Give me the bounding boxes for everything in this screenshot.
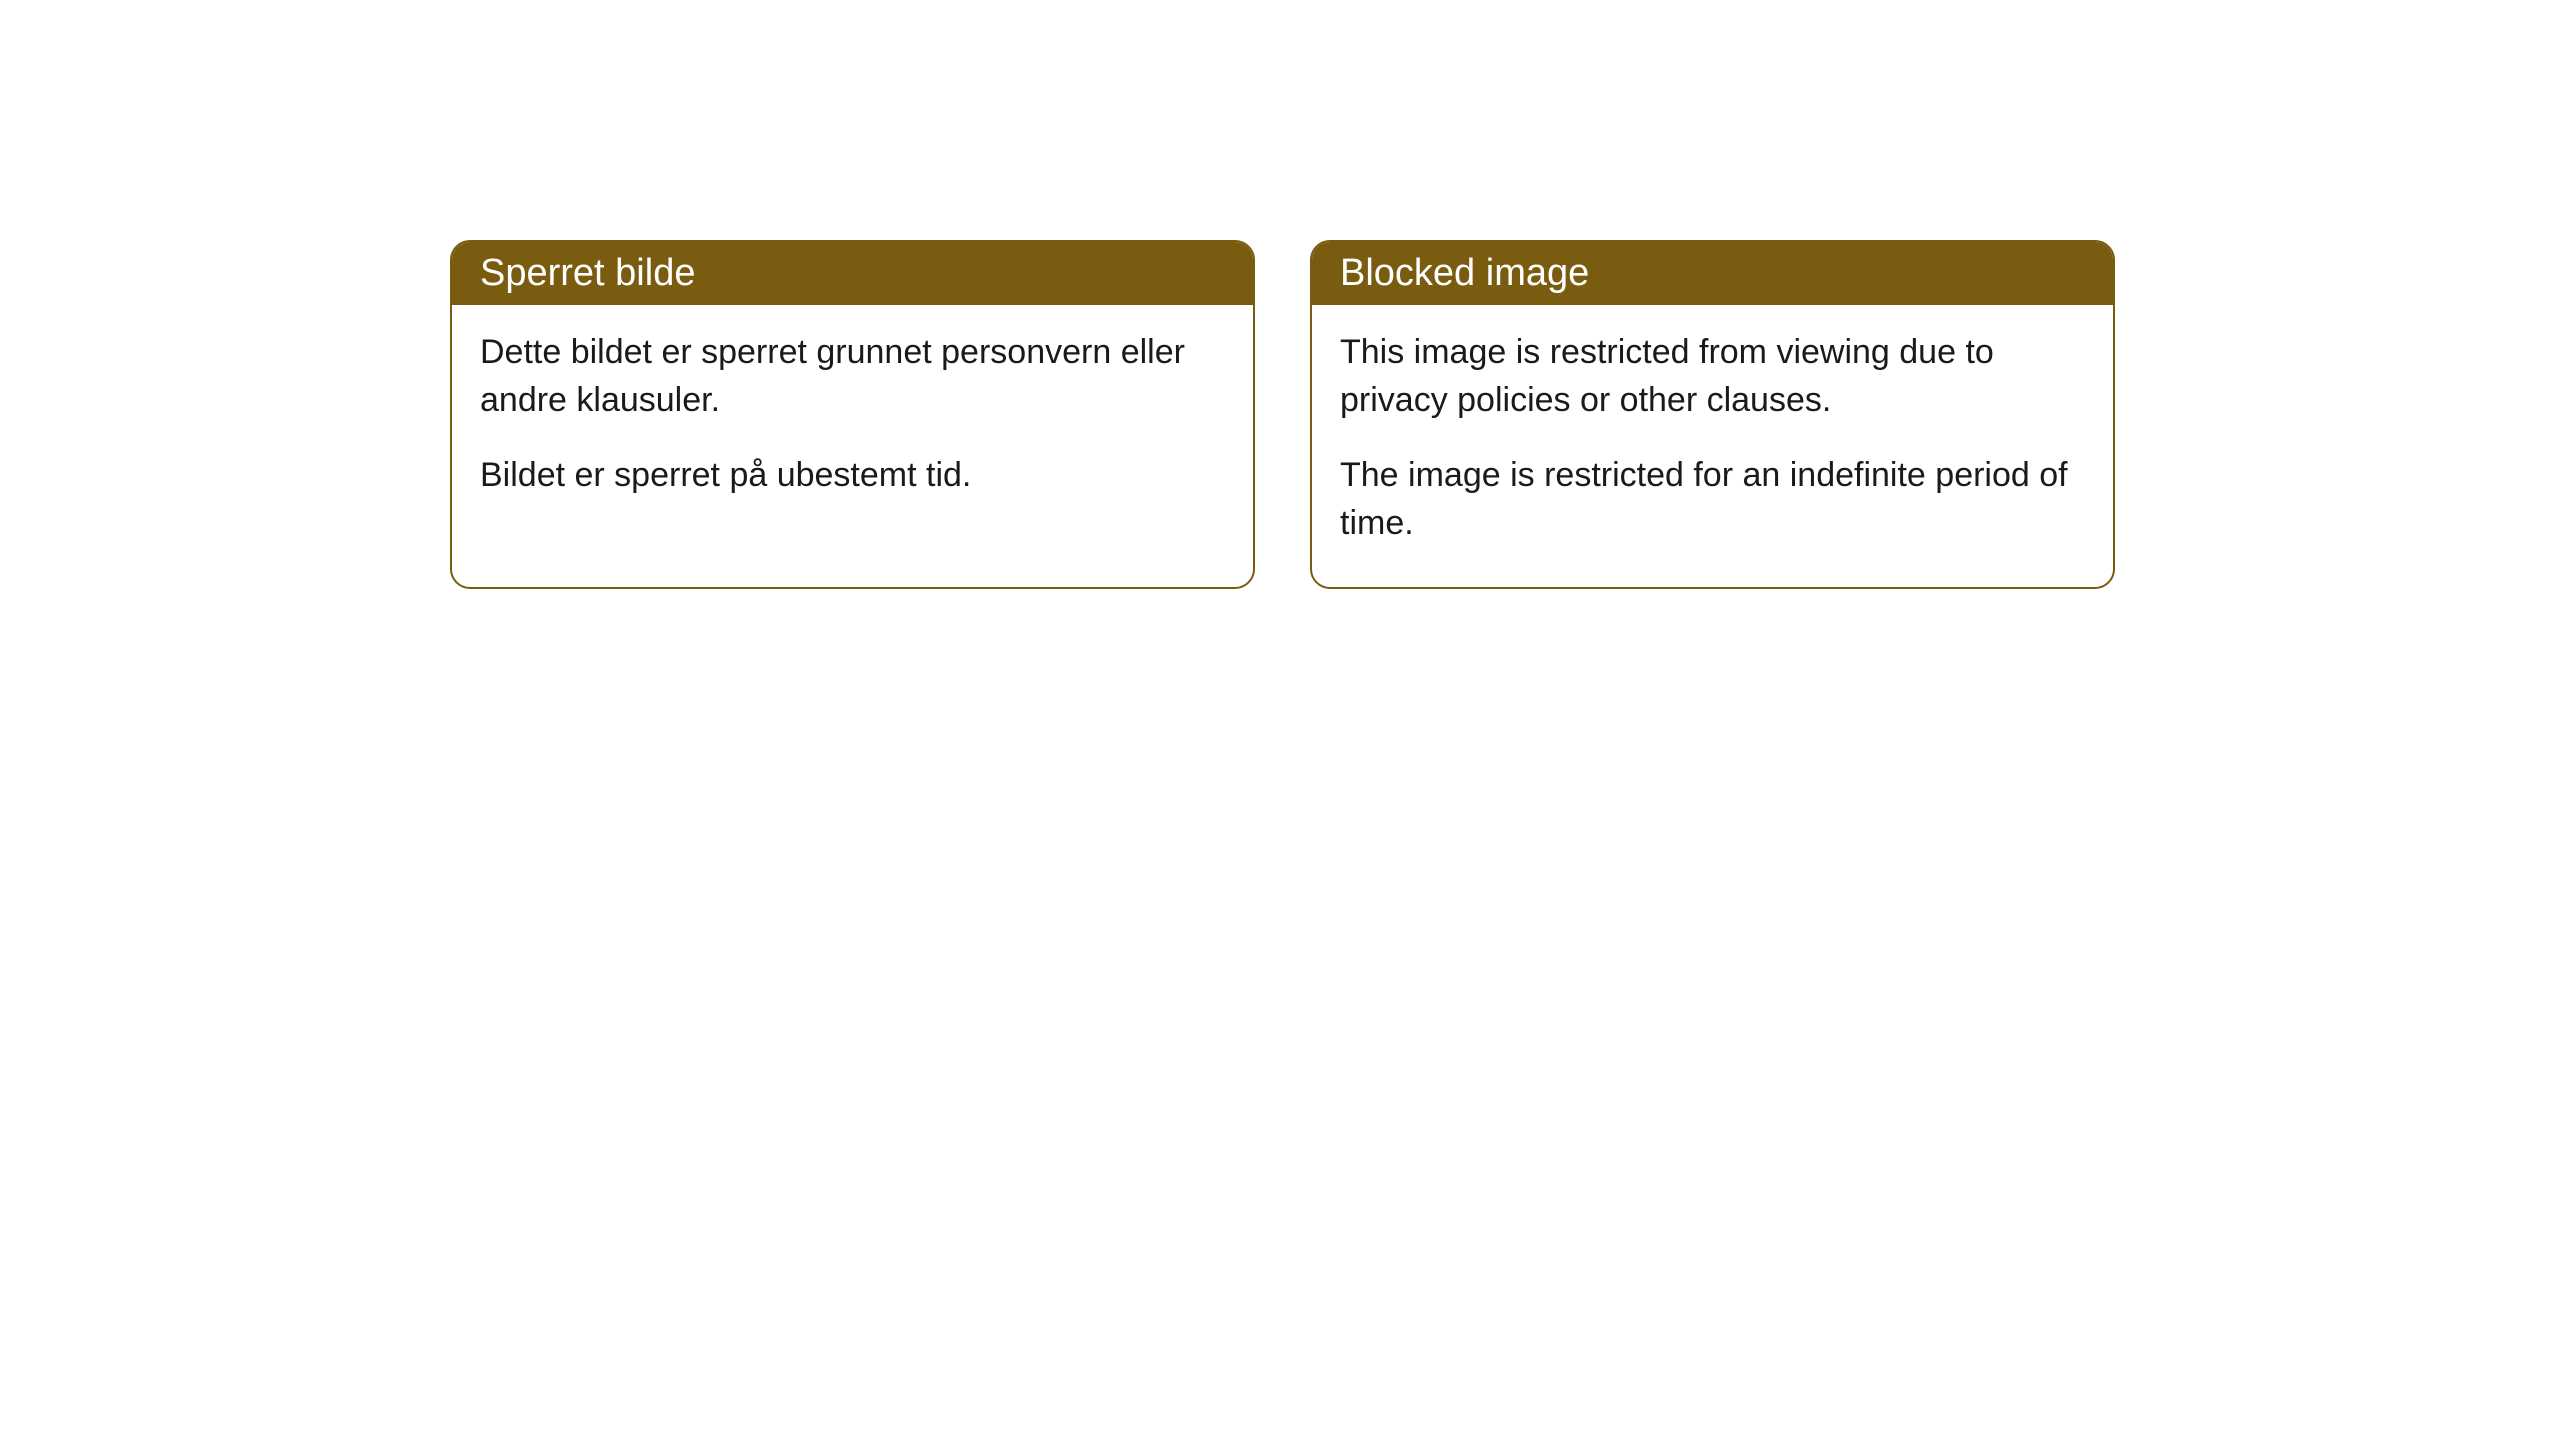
box-paragraph-2: The image is restricted for an indefinit… <box>1340 452 2085 547</box>
box-paragraph-2: Bildet er sperret på ubestemt tid. <box>480 452 1225 500</box>
box-header: Blocked image <box>1312 242 2113 305</box>
box-title: Blocked image <box>1340 252 1589 294</box>
box-paragraph-1: This image is restricted from viewing du… <box>1340 329 2085 424</box>
box-paragraph-1: Dette bildet er sperret grunnet personve… <box>480 329 1225 424</box>
box-body: Dette bildet er sperret grunnet personve… <box>452 305 1253 540</box>
box-title: Sperret bilde <box>480 252 695 294</box>
box-header: Sperret bilde <box>452 242 1253 305</box>
box-body: This image is restricted from viewing du… <box>1312 305 2113 587</box>
blocked-image-box-norwegian: Sperret bilde Dette bildet er sperret gr… <box>450 240 1255 589</box>
info-boxes-container: Sperret bilde Dette bildet er sperret gr… <box>450 240 2115 589</box>
blocked-image-box-english: Blocked image This image is restricted f… <box>1310 240 2115 589</box>
